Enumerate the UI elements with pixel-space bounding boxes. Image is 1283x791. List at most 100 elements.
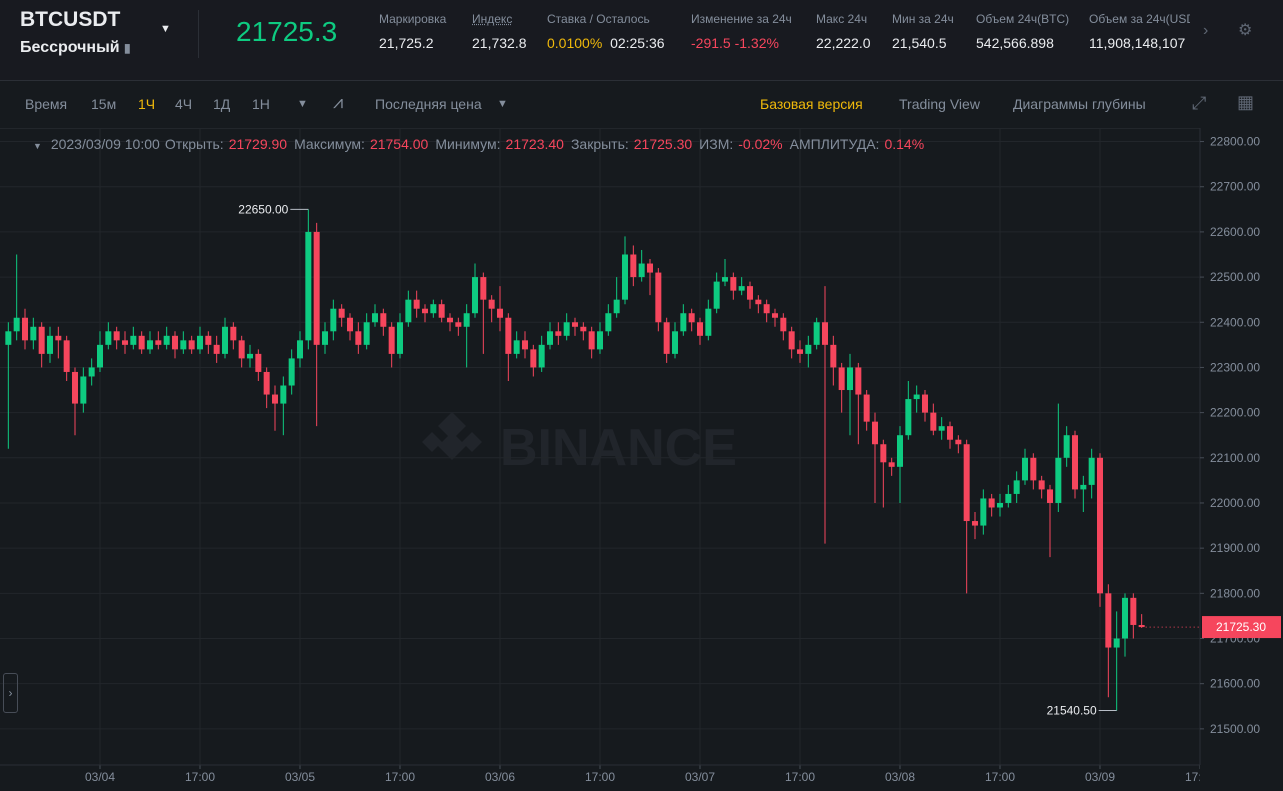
candle-body xyxy=(872,421,878,445)
interval[interactable]: 15м xyxy=(91,96,117,112)
candle-body xyxy=(147,340,153,350)
y-tick-label: 22300.00 xyxy=(1210,360,1260,374)
x-tick-label: 17:00 xyxy=(585,770,615,784)
info-value: -0.02% xyxy=(738,136,783,152)
interval-dropdown[interactable]: ▼ xyxy=(297,98,308,110)
price-type-dropdown[interactable]: ▼ xyxy=(497,98,508,110)
candle-body xyxy=(1030,457,1037,481)
candle-body xyxy=(597,331,603,350)
candle-body xyxy=(1022,457,1028,481)
view-tab[interactable]: Базовая версия xyxy=(760,96,863,112)
x-tick-label: 03/06 xyxy=(485,770,515,784)
candle-body xyxy=(138,335,145,350)
ohlc-info: ▼ 2023/03/09 10:00 Открыть: 21729.90 Максим… xyxy=(33,136,931,152)
interval[interactable]: 4Ч xyxy=(175,96,193,112)
candle-body xyxy=(63,340,70,372)
layout-icon[interactable]: ▦ xyxy=(1237,92,1255,112)
stat-label: Маркировка xyxy=(379,12,447,26)
candle-body xyxy=(388,326,395,354)
candle-body xyxy=(672,331,678,354)
candle-body xyxy=(980,498,987,526)
info-label: Минимум: xyxy=(435,136,501,152)
candle-body xyxy=(272,394,278,404)
candle-body xyxy=(1047,489,1053,503)
candle-body xyxy=(155,340,162,345)
candle-body xyxy=(1080,484,1087,490)
candle-body xyxy=(805,344,812,354)
stat-label: Макс 24ч xyxy=(816,12,868,26)
candle-body xyxy=(522,340,528,350)
candle-body xyxy=(638,263,645,278)
info-toggle[interactable]: ▼ xyxy=(33,141,42,151)
info-label: Максимум: xyxy=(294,136,365,152)
symbol-dropdown[interactable]: ▼ xyxy=(160,23,171,35)
stat: Изменение за 24ч -291.5 -1.32% xyxy=(691,12,792,51)
indicator-icon[interactable]: ⩘ xyxy=(333,92,344,112)
info-date: 2023/03/09 10:00 xyxy=(50,136,160,152)
candle-body xyxy=(713,281,720,309)
time-label[interactable]: Время xyxy=(25,96,68,112)
candle-body xyxy=(1005,493,1012,503)
scroll-right[interactable]: › xyxy=(1203,22,1209,39)
stat: Маркировка 21,725.2 xyxy=(379,12,446,51)
stat: Индекс 21,732.8 xyxy=(472,12,527,51)
candle-body xyxy=(338,308,345,318)
candle-body xyxy=(897,435,903,467)
stat-clip: Объем за 24ч(USDT) 11,908,148,107 xyxy=(1000,0,1190,80)
stat-value: 21,725.2 xyxy=(379,35,434,51)
candle-body xyxy=(230,326,237,341)
candle-body xyxy=(730,277,737,291)
candle-body xyxy=(772,313,778,318)
book-icon[interactable]: ▮ xyxy=(124,41,131,55)
candle-body xyxy=(188,340,195,350)
price-type[interactable]: Последняя цена xyxy=(375,96,482,112)
stat-value: 21,732.8 xyxy=(472,35,527,51)
x-tick-label: 17:00 xyxy=(185,770,215,784)
candle-body xyxy=(905,399,912,436)
settings-icon[interactable]: ⚙ xyxy=(1238,22,1253,39)
candle-body xyxy=(530,349,537,368)
y-tick-label: 21500.00 xyxy=(1210,722,1260,736)
y-tick-label: 22800.00 xyxy=(1210,135,1260,149)
candle-body xyxy=(1072,435,1078,490)
interval[interactable]: 1Ч xyxy=(138,96,156,112)
stat-label: Изменение за 24ч xyxy=(691,12,792,26)
candle-body xyxy=(547,331,553,345)
candle-body xyxy=(80,376,87,404)
candle-body xyxy=(947,426,953,440)
candle-body xyxy=(247,353,253,359)
candle-body xyxy=(630,254,637,278)
info-value: 21754.00 xyxy=(369,136,429,152)
x-tick-label: 03/04 xyxy=(85,770,115,784)
y-tick-label: 22100.00 xyxy=(1210,451,1260,465)
y-tick-label: 22000.00 xyxy=(1210,496,1260,510)
interval[interactable]: 1Н xyxy=(252,96,270,112)
view-tab[interactable]: Trading View xyxy=(899,96,980,112)
y-axis-panel xyxy=(1200,128,1283,791)
candle-body xyxy=(780,317,787,332)
candle-body xyxy=(813,322,820,345)
candle-body xyxy=(613,299,620,314)
candle-body xyxy=(697,322,703,336)
candle-body xyxy=(488,299,495,309)
candle-body xyxy=(1013,480,1020,494)
info-value: 21729.90 xyxy=(228,136,288,152)
candle-body xyxy=(447,317,453,323)
fullscreen-icon[interactable]: ⤢ xyxy=(1192,93,1207,113)
candle-body xyxy=(1063,435,1070,458)
view-tab[interactable]: Диаграммы глубины xyxy=(1013,96,1146,112)
candle-body xyxy=(405,299,412,323)
stat: Объем за 24ч(USDT) 11,908,148,107 xyxy=(1089,12,1190,51)
candle-body xyxy=(555,331,562,336)
info-value: 21725.30 xyxy=(633,136,693,152)
candle-body xyxy=(397,322,403,354)
interval[interactable]: 1Д xyxy=(213,96,231,112)
side-panel-toggle[interactable]: › xyxy=(3,673,18,713)
stat-label[interactable]: Индекс xyxy=(472,12,513,26)
candle-body xyxy=(822,322,828,345)
last-price-tag xyxy=(1202,616,1281,639)
symbol[interactable]: BTCUSDT xyxy=(20,8,121,31)
candle-body xyxy=(513,340,520,354)
candle-body xyxy=(238,340,245,359)
info-value: 21723.40 xyxy=(505,136,564,152)
